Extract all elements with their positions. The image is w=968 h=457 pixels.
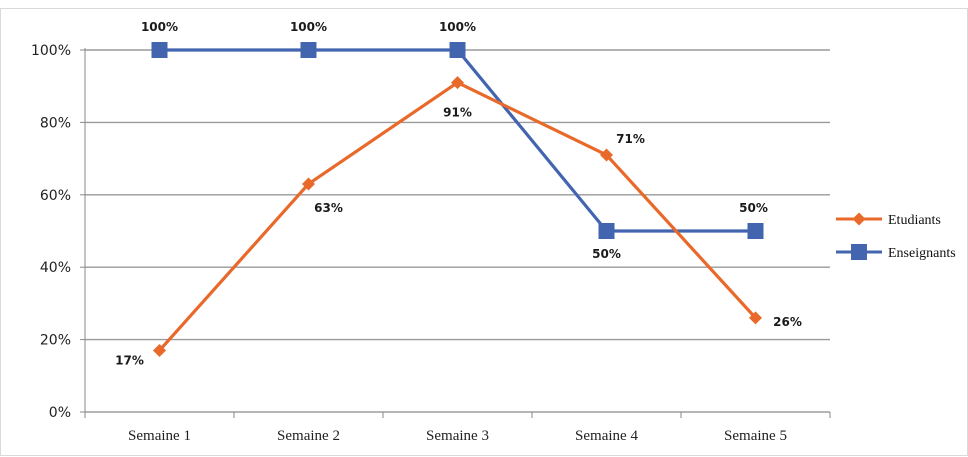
data-labels: 17% 63% 91% 71% 26% 100% 100% 100% 50% 50% xyxy=(115,20,802,367)
data-point-etudiants xyxy=(153,343,166,357)
y-tick-label: 40% xyxy=(40,260,71,276)
data-label: 26% xyxy=(773,315,802,329)
data-point-enseignants xyxy=(598,223,615,239)
x-tick-label: Semaine 2 xyxy=(277,428,340,444)
data-point-enseignants xyxy=(300,42,317,58)
y-tick-label: 20% xyxy=(40,333,71,349)
data-point-etudiants xyxy=(749,311,762,325)
grid xyxy=(85,49,830,341)
data-label: 17% xyxy=(115,353,144,367)
data-label: 50% xyxy=(739,201,768,215)
data-label: 50% xyxy=(592,247,621,261)
legend-label: Etudiants xyxy=(888,213,941,228)
chart-border xyxy=(0,8,968,456)
y-tick-label: 80% xyxy=(40,115,71,131)
data-point-etudiants xyxy=(600,148,613,162)
data-point-enseignants xyxy=(151,42,168,58)
data-point-etudiants xyxy=(451,76,464,90)
data-label: 71% xyxy=(616,132,645,146)
axes: 0% 20% 40% 60% 80% 100% Semaine 1 Semaine 2 Sema… xyxy=(31,43,831,444)
y-tick-label: 60% xyxy=(40,188,71,204)
series xyxy=(151,42,764,357)
x-tick-label: Semaine 1 xyxy=(128,428,191,444)
legend-marker-etudiants xyxy=(852,212,866,226)
y-tick-label: 0% xyxy=(49,405,71,421)
x-tick-label: Semaine 3 xyxy=(426,428,489,444)
data-point-enseignants xyxy=(449,42,466,58)
legend-label: Enseignants xyxy=(888,246,956,261)
x-tick-label: Semaine 4 xyxy=(575,428,638,444)
data-label: 63% xyxy=(314,201,343,215)
legend: Etudiants Enseignants xyxy=(836,212,956,261)
data-label: 100% xyxy=(141,20,178,34)
data-point-etudiants xyxy=(302,177,315,191)
data-point-enseignants xyxy=(747,223,764,239)
data-label: 100% xyxy=(439,20,476,34)
legend-marker-enseignants xyxy=(851,244,867,260)
data-label: 100% xyxy=(290,20,327,34)
x-tick-label: Semaine 5 xyxy=(724,428,787,444)
y-tick-label: 100% xyxy=(31,43,71,59)
data-label: 91% xyxy=(443,106,472,120)
